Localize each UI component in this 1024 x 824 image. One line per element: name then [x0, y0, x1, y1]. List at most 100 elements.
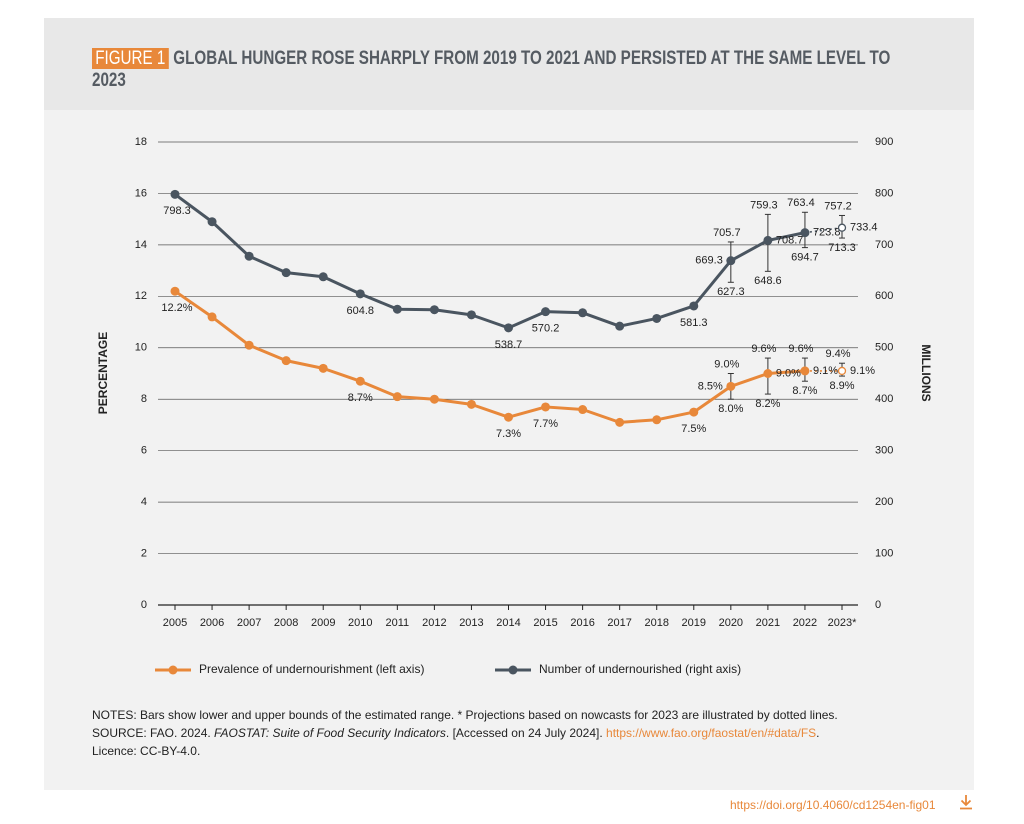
figure-label: FIGURE 1	[92, 48, 169, 69]
licence: Licence: CC-BY-4.0.	[92, 744, 201, 758]
legend-label: Prevalence of undernourishment (left axi…	[199, 662, 424, 676]
upper-label: 757.2	[824, 200, 852, 212]
data-point	[392, 392, 402, 402]
data-label: 538.7	[495, 339, 523, 351]
lower-label: 8.7%	[792, 385, 817, 397]
data-point	[429, 394, 439, 404]
y2-axis-label: MILLIONS	[919, 344, 933, 401]
x-tick-label: 2013	[459, 617, 483, 629]
lower-label: 8.0%	[718, 403, 743, 415]
data-label: 733.4	[850, 222, 878, 234]
y-tick-label: 12	[135, 290, 147, 302]
upper-label: 705.7	[713, 227, 741, 239]
y2-tick-label: 300	[875, 445, 893, 457]
data-label: 723.8	[813, 227, 841, 239]
data-label: 798.3	[163, 205, 191, 217]
data-point	[318, 272, 328, 282]
lower-label: 694.7	[791, 252, 819, 264]
y2-tick-label: 900	[875, 136, 893, 148]
y-tick-label: 8	[141, 393, 147, 405]
data-point	[763, 369, 773, 378]
data-point	[392, 304, 402, 314]
data-point	[504, 412, 513, 422]
data-label: 669.3	[695, 255, 723, 267]
data-point	[318, 363, 328, 373]
source-text: .	[816, 726, 820, 740]
figure-panel: FIGURE 1 GLOBAL HUNGER ROSE SHARPLY FROM …	[44, 18, 974, 790]
legend-marker	[508, 665, 518, 675]
data-label: 581.3	[680, 317, 708, 329]
doi-link[interactable]: https://doi.org/10.4060/cd1254en-fig01	[730, 798, 936, 812]
data-point	[615, 321, 625, 331]
x-tick-label: 2016	[570, 617, 594, 629]
x-tick-label: 2017	[607, 617, 631, 629]
y-tick-label: 14	[135, 239, 147, 251]
y-tick-label: 6	[141, 445, 147, 457]
data-label: 9.1%	[813, 365, 838, 377]
data-point	[615, 417, 625, 427]
data-point	[726, 256, 736, 266]
data-point	[837, 223, 847, 232]
download-icon[interactable]	[958, 794, 974, 810]
upper-label: 9.0%	[714, 358, 739, 370]
x-tick-label: 2008	[274, 617, 298, 629]
data-point	[355, 289, 365, 299]
series-line	[174, 289, 806, 424]
title-block: FIGURE 1 GLOBAL HUNGER ROSE SHARPLY FROM …	[92, 48, 904, 92]
lower-label: 713.3	[828, 242, 856, 254]
x-tick-label: 2010	[348, 617, 372, 629]
x-tick-label: 2022	[793, 617, 817, 629]
data-point	[800, 366, 810, 376]
source-link[interactable]: https://www.fao.org/faostat/en/#data/FS	[606, 726, 817, 740]
y-tick-label: 4	[141, 496, 147, 508]
source-line: SOURCE: FAO. 2024. FAOSTAT: Suite of Foo…	[92, 724, 952, 742]
y2-tick-label: 600	[875, 290, 893, 302]
data-label: 7.3%	[496, 428, 521, 440]
y-tick-label: 2	[141, 547, 147, 559]
data-label: 7.7%	[533, 418, 558, 430]
x-tick-label: 2014	[496, 617, 520, 629]
data-label: 7.5%	[681, 423, 706, 435]
legend-marker	[168, 665, 178, 675]
lower-label: 8.9%	[829, 380, 854, 392]
y-axis-label: PERCENTAGE	[96, 332, 110, 414]
data-point	[763, 235, 773, 245]
upper-label: 763.4	[787, 197, 815, 209]
lower-label: 648.6	[754, 275, 782, 287]
data-point	[689, 407, 699, 417]
x-tick-label: 2012	[422, 617, 446, 629]
data-point	[837, 366, 847, 376]
x-tick-label: 2009	[311, 617, 335, 629]
data-label: 8.5%	[698, 380, 723, 392]
y2-tick-label: 800	[875, 187, 893, 199]
upper-label: 759.3	[750, 199, 778, 211]
series-line	[174, 193, 806, 330]
x-tick-label: 2018	[644, 617, 668, 629]
data-label: 9.0%	[776, 367, 801, 379]
y2-tick-label: 0	[875, 599, 881, 611]
x-tick-label: 2021	[756, 617, 780, 629]
projection-line	[804, 226, 843, 234]
notes-line: NOTES: Bars show lower and upper bounds …	[92, 708, 838, 722]
data-label: 12.2%	[161, 302, 192, 314]
data-label: 570.2	[532, 323, 560, 335]
x-tick-label: 2019	[682, 617, 706, 629]
y-tick-label: 10	[135, 342, 147, 354]
chart-title: GLOBAL HUNGER ROSE SHARPLY FROM 2019 TO …	[92, 48, 891, 91]
lower-label: 8.2%	[755, 398, 780, 410]
data-point	[541, 402, 551, 412]
y-tick-label: 0	[141, 599, 147, 611]
y2-tick-label: 700	[875, 239, 893, 251]
data-point	[207, 312, 217, 322]
download-glyph	[960, 795, 972, 810]
x-tick-label: 2011	[386, 617, 410, 629]
x-tick-label: 2007	[237, 617, 261, 629]
lower-label: 627.3	[717, 286, 745, 298]
header: FIGURE 1 GLOBAL HUNGER ROSE SHARPLY FROM …	[44, 18, 974, 110]
y2-tick-label: 500	[875, 342, 893, 354]
data-point	[207, 217, 217, 227]
data-point	[244, 251, 254, 261]
data-point	[466, 399, 476, 409]
